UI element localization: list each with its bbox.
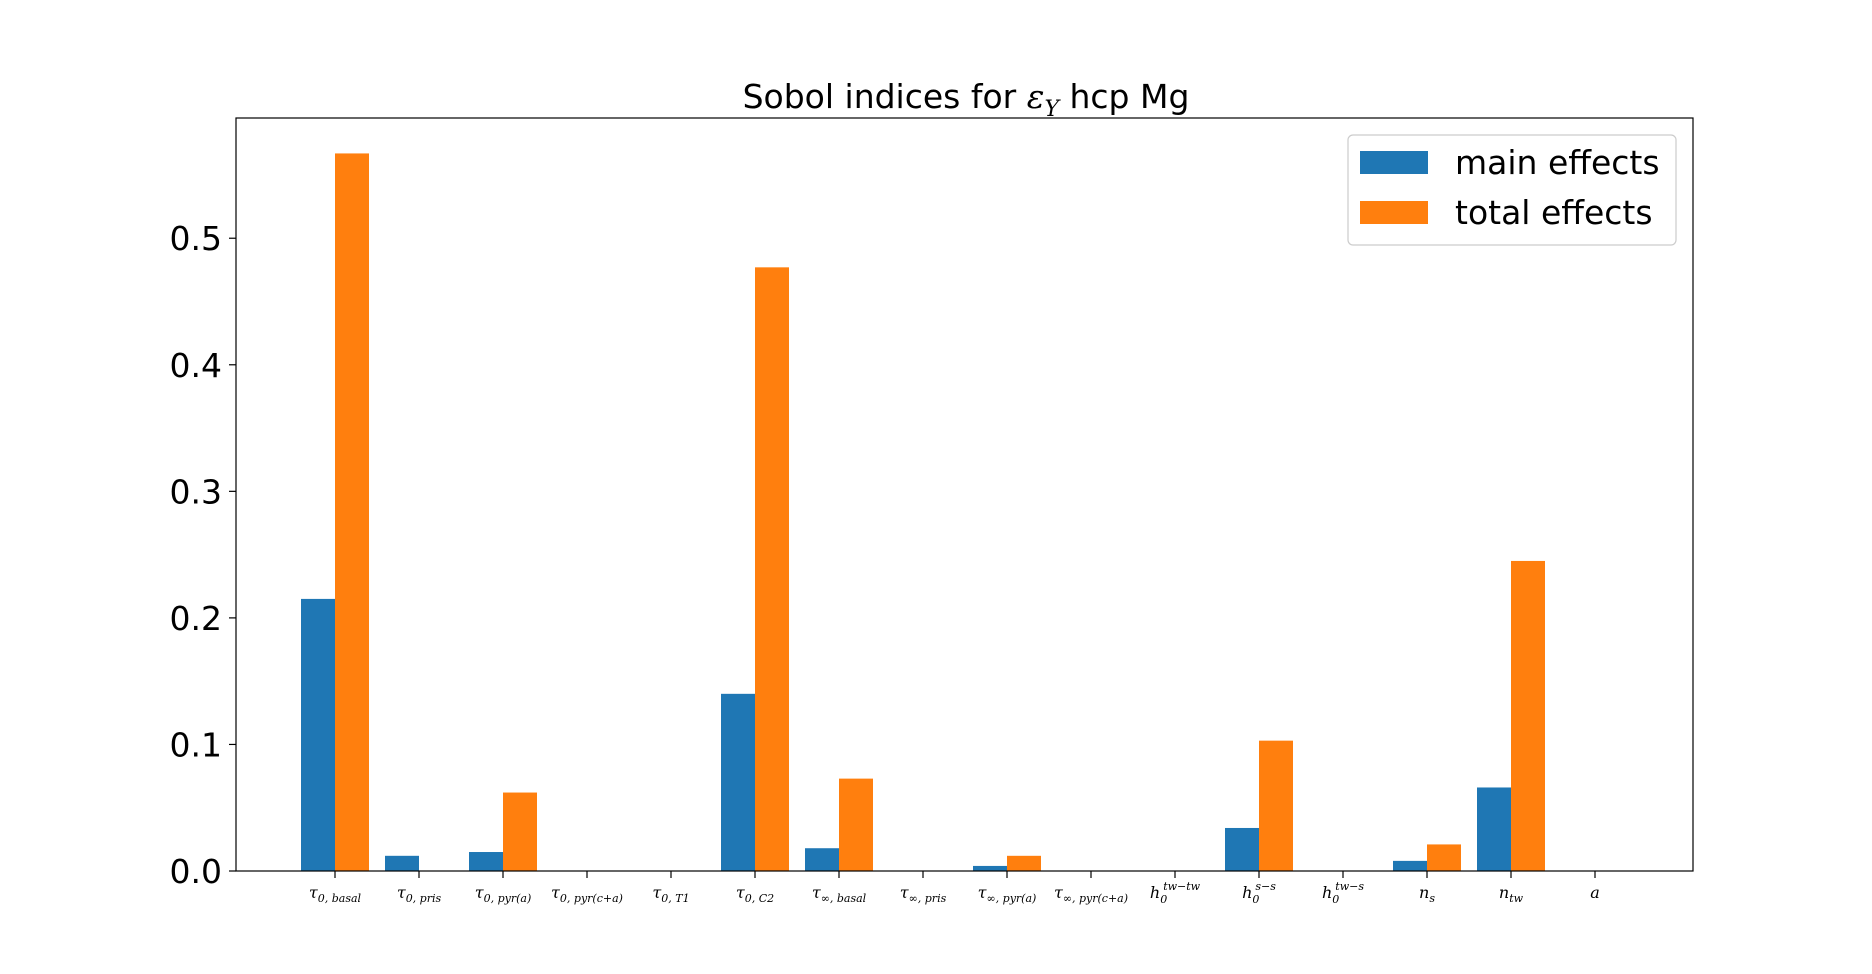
chart-title-prefix: Sobol indices for <box>743 77 1027 116</box>
y-axis: 0.0 0.1 0.2 0.3 0.4 0.5 <box>170 219 236 891</box>
bar-total-effects-2 <box>503 792 537 871</box>
bar-main-effects-13 <box>1393 860 1427 871</box>
y-tick-label: 0.4 <box>170 346 222 385</box>
legend-frame <box>1347 134 1677 246</box>
bar-main-effects-0 <box>301 598 335 871</box>
bars-layer <box>301 153 1545 871</box>
chart-title: Sobol indices for εY hcp Mg <box>743 77 1190 122</box>
x-tick-label: h0s−s <box>1242 880 1276 906</box>
chart-title-suffix: hcp Mg <box>1059 77 1189 116</box>
x-tick-label: τ∞, pyr(a) <box>978 883 1037 905</box>
bar-main-effects-14 <box>1477 787 1511 871</box>
bar-total-effects-14 <box>1511 560 1545 871</box>
x-tick-label: ns <box>1419 883 1435 905</box>
x-tick-label: τ∞, pyr(c+a) <box>1054 883 1128 905</box>
bar-main-effects-6 <box>805 848 839 871</box>
x-tick-label: τ0, pyr(a) <box>475 883 532 905</box>
bar-main-effects-1 <box>385 855 419 871</box>
x-tick-label: a <box>1590 883 1600 902</box>
chart-title-symbol: ε <box>1027 77 1045 116</box>
x-tick-label: h0tw−tw <box>1150 880 1201 906</box>
x-tick-label: τ∞, pris <box>900 883 947 905</box>
legend-swatch-main-effects <box>1360 151 1428 174</box>
x-tick-label: τ0, T1 <box>652 883 689 905</box>
plot-area-frame <box>235 117 1694 872</box>
legend-swatch-total-effects <box>1360 201 1428 224</box>
x-axis: τ0, basal τ0, pris τ0, pyr(a) τ0, pyr(c+a) τ… <box>309 871 1600 906</box>
bar-total-effects-13 <box>1427 844 1461 871</box>
y-tick-label: 0.2 <box>170 599 222 638</box>
legend-label-total-effects: total effects <box>1455 193 1653 232</box>
bar-total-effects-8 <box>1007 855 1041 871</box>
bar-main-effects-8 <box>973 865 1007 871</box>
bar-total-effects-0 <box>335 153 369 871</box>
y-tick-label: 0.1 <box>170 725 222 764</box>
bar-total-effects-11 <box>1259 740 1293 871</box>
bar-main-effects-11 <box>1225 827 1259 871</box>
bar-main-effects-5 <box>721 693 755 871</box>
x-tick-label: τ0, pris <box>397 883 442 905</box>
x-tick-label: ntw <box>1499 883 1524 905</box>
bar-main-effects-2 <box>469 852 503 871</box>
y-tick-label: 0.5 <box>170 219 222 258</box>
bar-total-effects-6 <box>839 778 873 871</box>
chart-title-subscript: Y <box>1044 97 1061 122</box>
bar-total-effects-5 <box>755 267 789 871</box>
legend: main effects total effects <box>1347 134 1677 246</box>
x-tick-label: τ0, basal <box>309 883 362 905</box>
x-tick-label: τ0, pyr(c+a) <box>551 883 623 905</box>
y-tick-label: 0.3 <box>170 472 222 511</box>
legend-label-main-effects: main effects <box>1455 143 1660 182</box>
x-tick-label: h0tw−s <box>1322 880 1364 906</box>
x-tick-label: τ0, C2 <box>736 883 774 905</box>
x-tick-label: τ∞, basal <box>812 883 867 905</box>
y-tick-label: 0.0 <box>170 852 222 891</box>
